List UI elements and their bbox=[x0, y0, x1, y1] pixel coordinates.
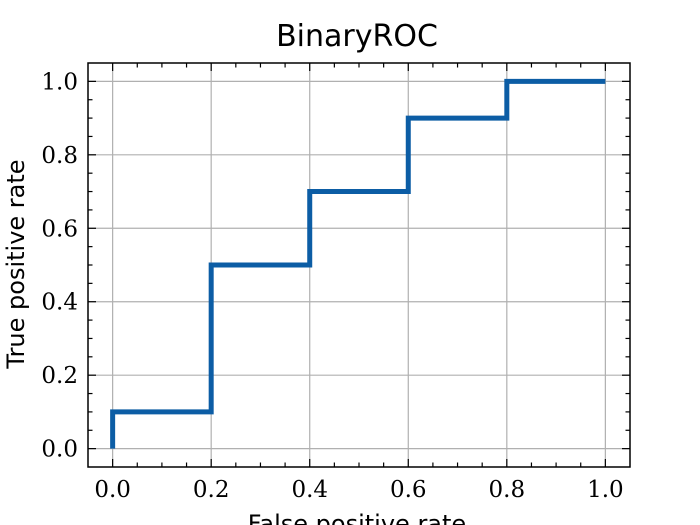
chart-title: BinaryROC bbox=[276, 19, 438, 54]
y-tick-label: 0.8 bbox=[41, 143, 78, 169]
x-tick-label: 0.0 bbox=[94, 477, 131, 503]
x-axis-label: False positive rate bbox=[248, 510, 466, 525]
series-layer bbox=[110, 78, 606, 449]
ticks bbox=[88, 63, 630, 467]
grid bbox=[88, 63, 630, 467]
x-tick-label: 1.0 bbox=[587, 477, 624, 503]
y-tick-label: 0.0 bbox=[41, 437, 78, 463]
y-tick-label: 1.0 bbox=[41, 69, 78, 95]
tick-labels: 0.0 0.2 0.4 0.6 0.8 1.0 0.0 0.2 0.4 0.6 0.8 1.0 bbox=[41, 69, 623, 503]
y-axis-label: True positive rate bbox=[2, 159, 30, 369]
x-tick-label: 0.4 bbox=[291, 477, 328, 503]
y-tick-label: 0.2 bbox=[41, 363, 78, 389]
plot-frame bbox=[87, 62, 631, 468]
y-tick-label: 0.6 bbox=[41, 216, 78, 242]
x-tick-label: 0.8 bbox=[489, 477, 526, 503]
roc-curve-line bbox=[110, 78, 606, 449]
x-tick-label: 0.2 bbox=[193, 477, 230, 503]
x-tick-label: 0.6 bbox=[390, 477, 427, 503]
y-tick-label: 0.4 bbox=[41, 290, 78, 316]
